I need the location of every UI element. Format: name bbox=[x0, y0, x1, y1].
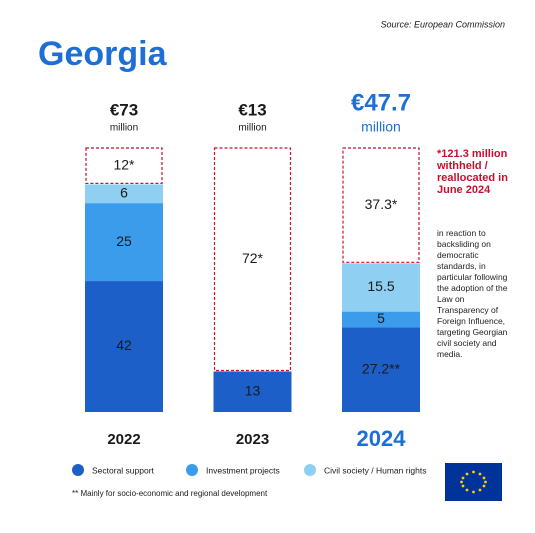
note-title: *121.3 million withheld / reallocated in… bbox=[437, 148, 508, 196]
source: Source: European Commission bbox=[380, 19, 505, 29]
bar-segment bbox=[342, 327, 420, 412]
legend-marker bbox=[186, 464, 198, 476]
total-unit: million bbox=[361, 119, 401, 135]
bar-segment bbox=[213, 371, 292, 412]
chart-title: Georgia bbox=[38, 35, 168, 73]
value-label: 12* bbox=[113, 156, 135, 172]
value-label: 42 bbox=[116, 337, 132, 353]
legend-label: Investment projects bbox=[206, 465, 280, 475]
legend-label: Sectoral support bbox=[92, 465, 155, 475]
total-unit: million bbox=[110, 123, 138, 134]
bar-segment bbox=[342, 311, 420, 328]
bar-segment bbox=[85, 281, 163, 412]
total-label: €13 bbox=[238, 100, 266, 119]
note-text: in reaction to backsliding on democratic… bbox=[437, 228, 508, 359]
footnote: ** Mainly for socio-economic and regiona… bbox=[72, 489, 268, 498]
value-label: 25 bbox=[116, 233, 132, 249]
bar-segment bbox=[85, 203, 163, 282]
total-label: €73 bbox=[110, 100, 138, 119]
total-label: €47.7 bbox=[351, 89, 411, 116]
legend-label: Civil society / Human rights bbox=[324, 465, 427, 475]
eu-flag bbox=[445, 463, 502, 501]
value-label: 6 bbox=[120, 184, 128, 200]
x-tick-label: 2024 bbox=[357, 426, 407, 451]
value-label: 13 bbox=[245, 382, 261, 398]
withheld-segment bbox=[342, 147, 420, 263]
bar-segment bbox=[342, 263, 420, 312]
value-label: 27.2** bbox=[362, 360, 401, 376]
legend-marker bbox=[72, 464, 84, 476]
x-tick-label: 2022 bbox=[107, 431, 140, 448]
value-label: 72* bbox=[242, 250, 264, 266]
withheld-segment bbox=[85, 147, 163, 185]
x-tick-label: 2023 bbox=[236, 431, 269, 448]
legend-marker bbox=[304, 464, 316, 476]
value-label: 15.5 bbox=[367, 278, 394, 294]
value-label: 5 bbox=[377, 310, 385, 326]
value-label: 37.3* bbox=[365, 196, 398, 212]
bar-segment bbox=[85, 184, 163, 204]
withheld-segment bbox=[213, 147, 292, 372]
total-unit: million bbox=[238, 123, 266, 134]
